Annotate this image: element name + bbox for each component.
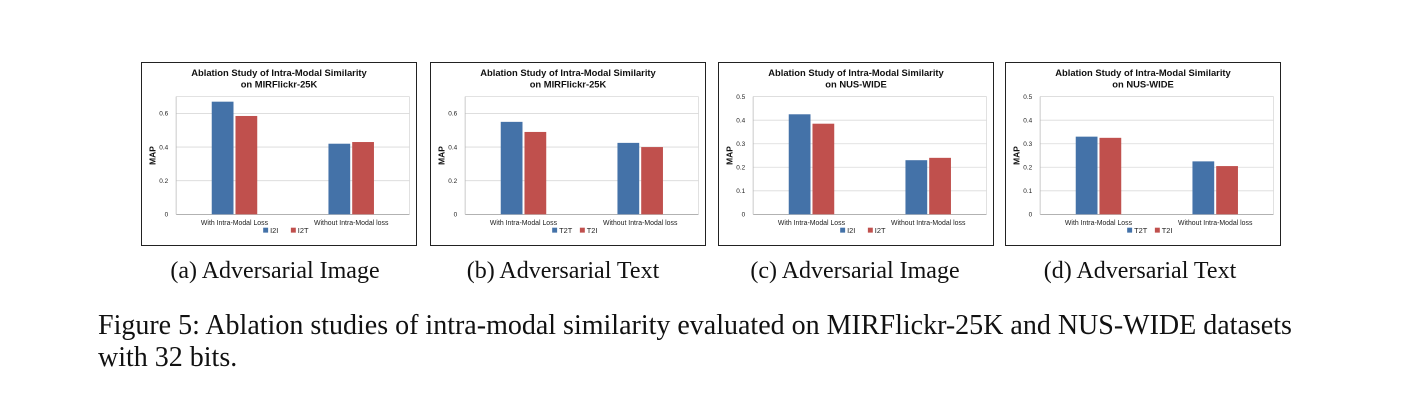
legend-swatch [1154, 227, 1160, 233]
legend-label: T2I [587, 226, 598, 235]
legend-label: T2T [559, 226, 573, 235]
y-tick-label: 0.3 [1023, 141, 1032, 148]
x-tick-label: With Intra-Modal Loss [778, 220, 846, 227]
chart-title: Ablation Study of Intra-Modal Similarity [480, 67, 656, 78]
bar-i2t [352, 142, 374, 215]
legend-swatch [579, 227, 585, 233]
legend-swatch [867, 227, 873, 233]
y-tick-label: 0.2 [448, 178, 457, 185]
y-tick-label: 0.4 [159, 144, 168, 151]
x-tick-label: With Intra-Modal Loss [490, 220, 558, 227]
y-tick-label: 0.2 [1023, 165, 1032, 172]
legend-label: I2T [875, 226, 886, 235]
subcaption-c: (c) Adversarial Image [750, 258, 960, 284]
y-tick-label: 0.3 [736, 141, 745, 148]
bar-t2i [1099, 137, 1122, 215]
x-tick-label: With Intra-Modal Loss [201, 220, 269, 227]
y-tick-label: 0.5 [736, 94, 745, 101]
figure-caption: Figure 5: Ablation studies of intra-moda… [98, 310, 1292, 373]
x-tick-label: Without Intra-Modal loss [314, 220, 389, 227]
chart-title: Ablation Study of Intra-Modal Similarity [191, 67, 367, 78]
legend-label: I2I [847, 226, 855, 235]
chart-subtitle: on MIRFlickr-25K [241, 79, 318, 90]
chart-title: Ablation Study of Intra-Modal Similarity [1055, 67, 1231, 78]
y-tick-label: 0.1 [1023, 188, 1032, 195]
y-tick-label: 0.4 [448, 144, 457, 151]
y-tick-label: 0.5 [1023, 94, 1032, 101]
y-tick-label: 0.6 [448, 111, 457, 118]
legend-label: T2I [1162, 226, 1173, 235]
subcaption-a: (a) Adversarial Image [170, 258, 380, 284]
chart-d: Ablation Study of Intra-Modal Similarity… [1011, 67, 1274, 235]
legend-swatch [263, 227, 269, 233]
y-tick-label: 0.1 [736, 188, 745, 195]
bar-t2t [500, 121, 523, 215]
x-tick-label: Without Intra-Modal loss [891, 220, 966, 227]
y-tick-label: 0.4 [1023, 117, 1032, 124]
chart-panel-d: Ablation Study of Intra-Modal Similarity… [1005, 62, 1281, 246]
bar-i2i [211, 101, 234, 215]
chart-subtitle: on NUS-WIDE [825, 79, 886, 90]
chart-panel-c: Ablation Study of Intra-Modal Similarity… [718, 62, 994, 246]
y-axis-label: MAP [147, 146, 157, 165]
y-tick-label: 0 [1029, 212, 1033, 219]
legend-label: T2T [1134, 226, 1148, 235]
legend-swatch [840, 227, 846, 233]
chart-c: Ablation Study of Intra-Modal Similarity… [724, 67, 987, 235]
bar-i2t [929, 157, 951, 215]
subcaption-d: (d) Adversarial Text [1043, 258, 1237, 284]
y-tick-label: 0 [742, 212, 746, 219]
x-tick-label: With Intra-Modal Loss [1065, 220, 1133, 227]
legend-swatch [1127, 227, 1133, 233]
chart-a: Ablation Study of Intra-Modal Similarity… [147, 67, 410, 235]
y-tick-label: 0.2 [736, 165, 745, 172]
legend-swatch [552, 227, 558, 233]
bar-t2t [617, 142, 640, 215]
bar-t2t [1075, 136, 1098, 215]
y-axis-label: MAP [1011, 146, 1021, 165]
chart-panel-b: Ablation Study of Intra-Modal Similarity… [430, 62, 706, 246]
chart-b: Ablation Study of Intra-Modal Similarity… [436, 67, 699, 235]
bar-i2t [235, 115, 258, 215]
bar-i2i [328, 143, 351, 215]
bar-t2t [1192, 161, 1215, 215]
x-tick-label: Without Intra-Modal loss [603, 220, 678, 227]
y-tick-label: 0 [454, 212, 458, 219]
bar-t2i [524, 131, 547, 215]
chart-subtitle: on MIRFlickr-25K [530, 79, 607, 90]
legend-label: I2T [298, 226, 309, 235]
chart-panel-a: Ablation Study of Intra-Modal Similarity… [141, 62, 417, 246]
y-tick-label: 0.2 [159, 178, 168, 185]
bar-t2i [641, 147, 663, 215]
y-axis-label: MAP [724, 146, 734, 165]
y-tick-label: 0.4 [736, 117, 745, 124]
bar-i2t [812, 123, 835, 215]
y-tick-label: 0 [165, 212, 169, 219]
legend-swatch [290, 227, 296, 233]
legend-label: I2I [270, 226, 278, 235]
y-tick-label: 0.6 [159, 111, 168, 118]
bar-i2i [788, 114, 811, 215]
bar-t2i [1216, 166, 1238, 215]
chart-title: Ablation Study of Intra-Modal Similarity [768, 67, 944, 78]
y-axis-label: MAP [436, 146, 446, 165]
subcaption-b: (b) Adversarial Text [466, 258, 660, 284]
x-tick-label: Without Intra-Modal loss [1178, 220, 1253, 227]
bar-i2i [905, 160, 928, 215]
chart-subtitle: on NUS-WIDE [1112, 79, 1173, 90]
